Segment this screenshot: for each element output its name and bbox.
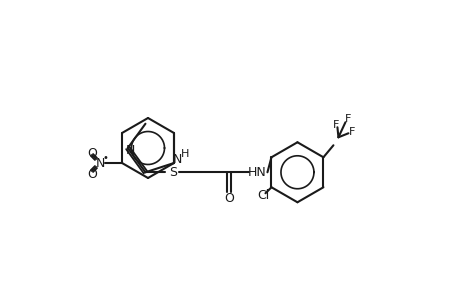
Text: F: F	[332, 120, 339, 130]
Text: S: S	[169, 166, 177, 179]
Text: O: O	[87, 169, 97, 182]
Text: HN: HN	[247, 166, 266, 179]
Text: H: H	[180, 149, 189, 159]
Text: N: N	[95, 157, 105, 169]
Text: F: F	[348, 127, 355, 137]
Text: N: N	[126, 143, 135, 157]
Text: F: F	[345, 114, 351, 124]
Text: O: O	[224, 192, 234, 205]
Text: Cl: Cl	[257, 189, 269, 202]
Text: •: •	[102, 153, 108, 163]
Text: O: O	[87, 146, 97, 160]
Text: N: N	[172, 152, 181, 166]
